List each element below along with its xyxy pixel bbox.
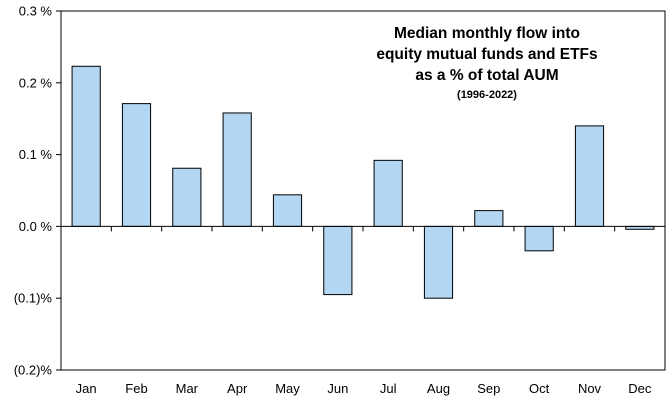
x-tick-label: Jun (327, 381, 348, 396)
bar-may (272, 194, 303, 227)
y-tick-label: (0.1)% (14, 291, 53, 306)
x-tick-label: May (275, 381, 300, 396)
plot-area (60, 10, 666, 371)
x-tick-label: Sep (477, 381, 500, 396)
x-tick-label: Dec (628, 381, 652, 396)
x-tick-label: Nov (578, 381, 602, 396)
x-tick-label: Mar (176, 381, 199, 396)
bar-aug (423, 225, 454, 299)
bar-jun (323, 225, 353, 296)
y-axis: 0.3 % 0.2 % 0.1 % 0.0 % (0.1)% (0.2)% (14, 4, 61, 378)
bar-jan (71, 65, 101, 227)
x-tick-label: Jan (76, 381, 97, 396)
bar-jul (373, 159, 403, 227)
y-tick-label: 0.3 % (19, 4, 53, 19)
chart-title-line: as a % of total AUM (415, 67, 558, 84)
bar-sep (474, 210, 504, 227)
x-axis: Jan Feb Mar Apr May Jun Jul Aug Sep Oct Nov Dec (60, 226, 666, 396)
bar-mar (172, 167, 202, 227)
y-tick-label: 0.0 % (19, 219, 53, 234)
bar-apr (222, 112, 252, 227)
x-tick-label: Apr (227, 381, 248, 396)
chart-title: Median monthly flow into equity mutual fu… (376, 25, 597, 101)
bar-oct (524, 225, 554, 252)
chart-title-line: equity mutual funds and ETFs (376, 46, 597, 63)
chart-title-line: Median monthly flow into (394, 25, 580, 42)
bar-series (71, 65, 655, 299)
chart-subtitle: (1996-2022) (457, 89, 517, 101)
x-tick-label: Feb (125, 381, 147, 396)
y-tick-label: 0.2 % (19, 75, 53, 90)
x-tick-label: Aug (427, 381, 450, 396)
bar-nov (574, 125, 605, 227)
bar-feb (121, 103, 152, 227)
x-tick-label: Oct (529, 381, 550, 396)
y-tick-label: (0.2)% (14, 363, 53, 378)
x-tick-label: Jul (380, 381, 397, 396)
y-tick-label: 0.1 % (19, 147, 53, 162)
